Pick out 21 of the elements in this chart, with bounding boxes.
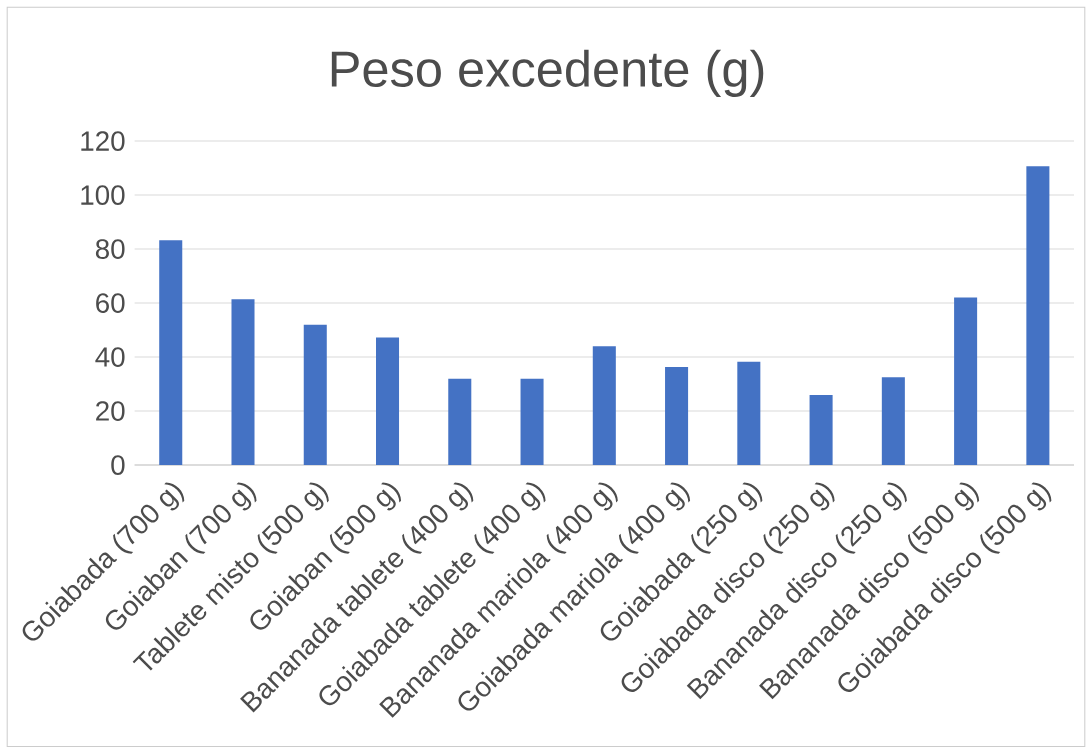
bar: [809, 395, 833, 466]
bar: [159, 240, 183, 466]
y-tick-label: 20: [96, 401, 125, 422]
bar: [1026, 166, 1050, 466]
chart-title: Peso excedente (g): [331, 50, 764, 98]
bar: [303, 324, 327, 466]
bar: [448, 378, 472, 466]
bar: [665, 367, 689, 466]
y-tick-label: 120: [81, 131, 125, 152]
y-tick-label: 60: [96, 293, 125, 314]
y-tick-label: 0: [111, 455, 125, 476]
bar: [376, 337, 400, 466]
bar: [231, 299, 255, 466]
bar: [881, 377, 905, 466]
bar: [954, 297, 978, 466]
bar: [737, 361, 761, 466]
bar: [592, 346, 616, 466]
y-tick-label: 80: [95, 239, 125, 260]
y-tick-label: 100: [81, 185, 125, 206]
y-tick-label: 40: [95, 347, 125, 368]
bar: [520, 378, 544, 466]
